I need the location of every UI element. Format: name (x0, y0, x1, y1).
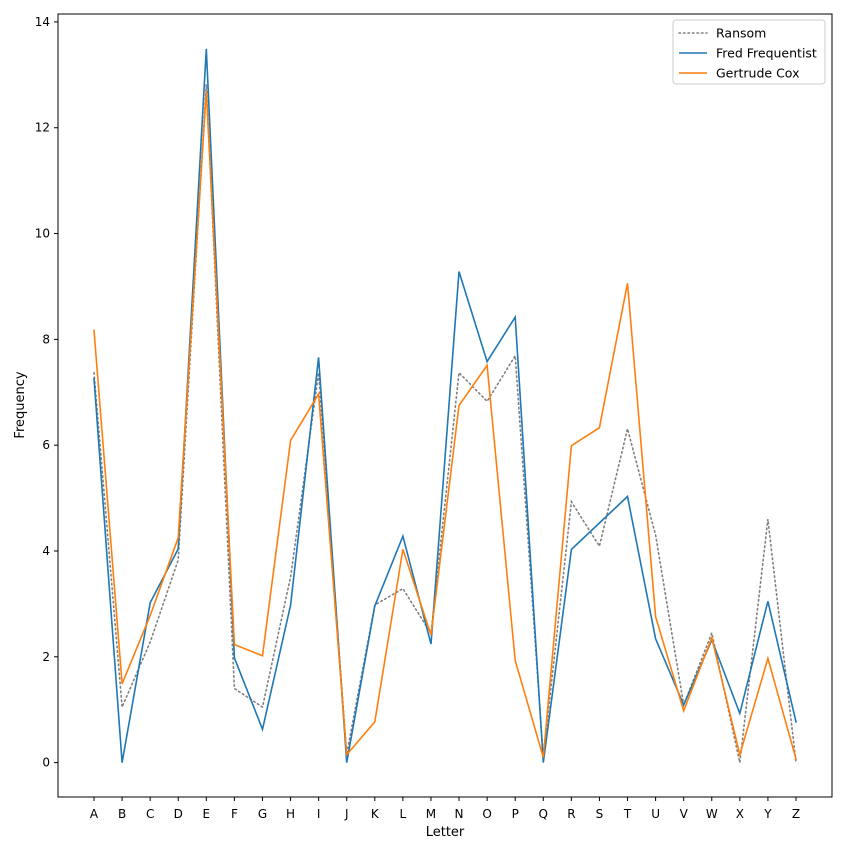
x-axis-label: Letter (426, 825, 465, 840)
legend: Ransom Fred Frequentist Gertrude Cox (672, 19, 826, 85)
x-tick-label: K (371, 807, 380, 821)
x-tick-label: N (455, 807, 464, 821)
x-tick-label: B (118, 807, 126, 821)
plot-frame (57, 13, 833, 798)
legend-entry: Gertrude Cox (716, 66, 799, 81)
legend-frame (672, 19, 826, 85)
x-tick-label: A (90, 807, 99, 821)
x-tick-label: V (680, 807, 689, 821)
x-tick-label: T (623, 807, 632, 821)
x-tick-label: M (426, 807, 436, 821)
x-tick-label: R (567, 807, 575, 821)
x-tick-label: Y (763, 807, 772, 821)
legend-entry: Fred Frequentist (716, 46, 817, 61)
x-tick-label: O (482, 807, 491, 821)
x-tick-label: H (286, 807, 295, 821)
plot-background (58, 14, 832, 797)
x-tick-label: Z (792, 807, 800, 821)
x-tick-label: Q (539, 807, 548, 821)
x-tick-label: G (258, 807, 267, 821)
x-tick-label: I (317, 807, 321, 821)
x-tick-label: P (512, 807, 519, 821)
series-line-gertrude-cox (93, 90, 797, 760)
y-tick-label: 8 (42, 332, 50, 346)
y-tick-label: 12 (35, 121, 50, 135)
y-axis: 0 2 4 6 8 10 12 14 (35, 15, 58, 770)
x-tick-label: J (344, 807, 349, 821)
series-layer (93, 48, 797, 764)
x-tick-label: D (174, 807, 183, 821)
x-tick-label: L (400, 807, 407, 821)
x-tick-label: S (596, 807, 604, 821)
x-tick-label: W (706, 807, 718, 821)
y-tick-label: 14 (35, 15, 50, 29)
y-tick-label: 4 (42, 544, 50, 558)
legend-entry: Ransom (716, 26, 766, 41)
x-tick-label: E (203, 807, 211, 821)
y-tick-label: 10 (35, 227, 50, 241)
x-tick-label: F (231, 807, 238, 821)
x-tick-label: C (146, 807, 154, 821)
x-tick-label: U (651, 807, 660, 821)
y-tick-label: 6 (42, 438, 50, 452)
x-tick-label: X (736, 807, 744, 821)
y-axis-label: Frequency (13, 371, 28, 438)
x-axis: A B C D E F G H I J K L M N O P Q R S T U V W X Y Z (90, 797, 800, 821)
y-tick-label: 0 (42, 756, 50, 770)
y-tick-label: 2 (42, 650, 50, 664)
